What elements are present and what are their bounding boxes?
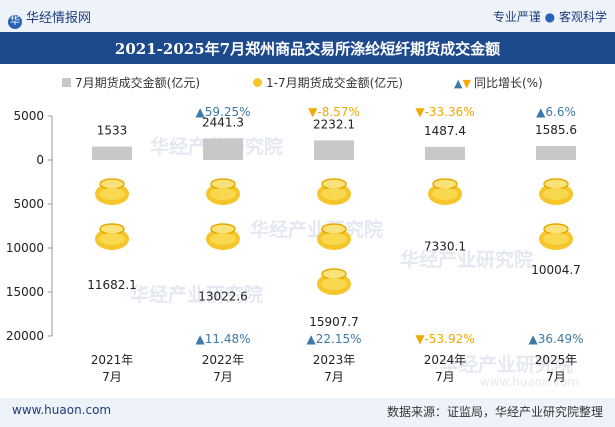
legend-label-cumulative: 1-7月期货成交金额(亿元) <box>266 76 403 90</box>
data-label-monthly: 1533 <box>97 124 128 138</box>
x-tick-label: 7月 <box>435 370 455 384</box>
x-tick-label: 7月 <box>213 370 233 384</box>
x-tick-label: 2022年 <box>202 353 245 367</box>
footer-bar: www.huaon.com 数据来源：证监局，华经产业研究院整理 <box>0 398 615 427</box>
legend-item-monthly: 7月期货成交金额(亿元) <box>62 74 200 91</box>
coin-stack-icon <box>94 223 130 251</box>
y-tick-label: 5000 <box>13 109 44 123</box>
bar-monthly <box>536 146 576 160</box>
data-label-cumulative: 10004.7 <box>531 263 581 277</box>
data-label-cumulative: 7330.1 <box>424 240 466 254</box>
coin-stack-icon <box>316 178 352 206</box>
coin-stack-icon <box>316 268 352 296</box>
data-label-monthly: 2232.1 <box>313 117 355 131</box>
growth-label-monthly: ▼-33.36% <box>415 105 474 119</box>
watermark-5: 华经产业研究院 <box>440 353 573 376</box>
growth-label-cumulative: ▲11.48% <box>196 332 251 346</box>
growth-label-cumulative: ▲22.15% <box>307 332 362 346</box>
title-bar: 2021-2025年7月郑州商品交易所涤纶短纤期货成交金额 <box>0 32 615 64</box>
y-tick-label: 10000 <box>6 241 44 255</box>
chart-canvas: 华经产业研究院 华经产业研究院 华经产业研究院 华经产业研究院 华经产业研究院 … <box>6 105 584 389</box>
x-tick-label: 7月 <box>546 370 566 384</box>
growth-label-cumulative: ▲36.49% <box>529 332 584 346</box>
data-label-cumulative: 11682.1 <box>87 278 137 292</box>
coin-stack-icon <box>205 223 241 251</box>
legend-coin-icon <box>253 78 262 87</box>
y-tick-label: 5000 <box>13 197 44 211</box>
bar-series <box>92 138 576 296</box>
data-label-cumulative: 13022.6 <box>198 290 248 304</box>
coin-stack-icon <box>538 223 574 251</box>
watermark-3: 华经产业研究院 <box>130 283 263 306</box>
footer-website[interactable]: www.huaon.com <box>12 403 112 417</box>
x-tick-label: 7月 <box>324 370 344 384</box>
logo-text: 华经情报网 <box>26 11 92 26</box>
data-label-cumulative: 15907.7 <box>309 315 359 329</box>
tagline-dot-icon: ● <box>544 10 556 24</box>
legend-label-growth: 同比增长(%) <box>473 76 543 90</box>
x-tick-label: 7月 <box>102 370 122 384</box>
bar-monthly <box>92 146 132 160</box>
growth-label-monthly: ▲6.6% <box>536 105 576 119</box>
chart-legend: 7月期货成交金额(亿元) 1-7月期货成交金额(亿元) ▲▼ 同比增长(%) <box>0 68 615 96</box>
legend-square-icon <box>62 78 71 87</box>
legend-label-monthly: 7月期货成交金额(亿元) <box>75 76 200 90</box>
tagline-left: 专业严谨 <box>492 10 541 24</box>
bar-monthly <box>203 138 243 160</box>
growth-label-cumulative: ▼-53.92% <box>415 332 474 346</box>
legend-down-arrow-icon: ▼ <box>462 77 471 90</box>
tagline: 专业严谨 ● 客观科学 <box>493 8 607 25</box>
watermark-2: 华经产业研究院 <box>250 218 383 241</box>
data-label-monthly: 1487.4 <box>424 124 466 138</box>
data-label-monthly: 1585.6 <box>535 123 577 137</box>
chart-title: 2021-2025年7月郑州商品交易所涤纶短纤期货成交金额 <box>114 40 501 58</box>
logo-icon: 华 <box>8 15 22 29</box>
x-tick-label: 2021年 <box>91 353 134 367</box>
x-tick-label: 2025年 <box>535 353 578 367</box>
watermark-4: 华经产业研究院 <box>400 248 533 271</box>
watermark-url: www.huaon.com <box>480 375 579 389</box>
y-tick-label: 20000 <box>6 329 44 343</box>
coin-stack-icon <box>94 178 130 206</box>
x-axis-labels: 2021年 7月 2022年 7月 2023年 7月 2024年 7月 2025年 7月 <box>91 353 578 384</box>
data-labels: 1533 11682.1 2441.3▲59.25% 13022.6 ▲11.48% 22… <box>87 105 583 346</box>
footer-source: 数据来源：证监局，华经产业研究院整理 <box>386 405 603 419</box>
legend-up-arrow-icon: ▲ <box>454 77 463 90</box>
top-bar: 华华经情报网 专业严谨 ● 客观科学 <box>0 0 615 32</box>
brand-logo[interactable]: 华华经情报网 <box>8 7 91 29</box>
data-label-monthly: 2441.3 <box>202 116 244 130</box>
growth-label-monthly: ▲59.25% <box>196 105 251 119</box>
legend-item-cumulative: 1-7月期货成交金额(亿元) <box>253 74 403 91</box>
y-axis: 5000 0 5000 10000 15000 20000 <box>6 109 53 343</box>
x-tick-label: 2023年 <box>313 353 356 367</box>
bar-monthly <box>425 146 465 160</box>
coin-stack-icon <box>427 178 463 206</box>
coin-stack-icon <box>205 178 241 206</box>
legend-item-growth: ▲▼ 同比增长(%) <box>454 74 543 91</box>
tagline-right: 客观科学 <box>558 10 607 24</box>
coin-stack-icon <box>316 223 352 251</box>
growth-label-monthly: ▼-8.57% <box>308 105 360 119</box>
y-tick-label: 0 <box>36 153 44 167</box>
coin-stack-icon <box>538 178 574 206</box>
y-tick-label: 15000 <box>6 285 44 299</box>
x-tick-label: 2024年 <box>424 353 467 367</box>
bar-monthly <box>314 140 354 160</box>
